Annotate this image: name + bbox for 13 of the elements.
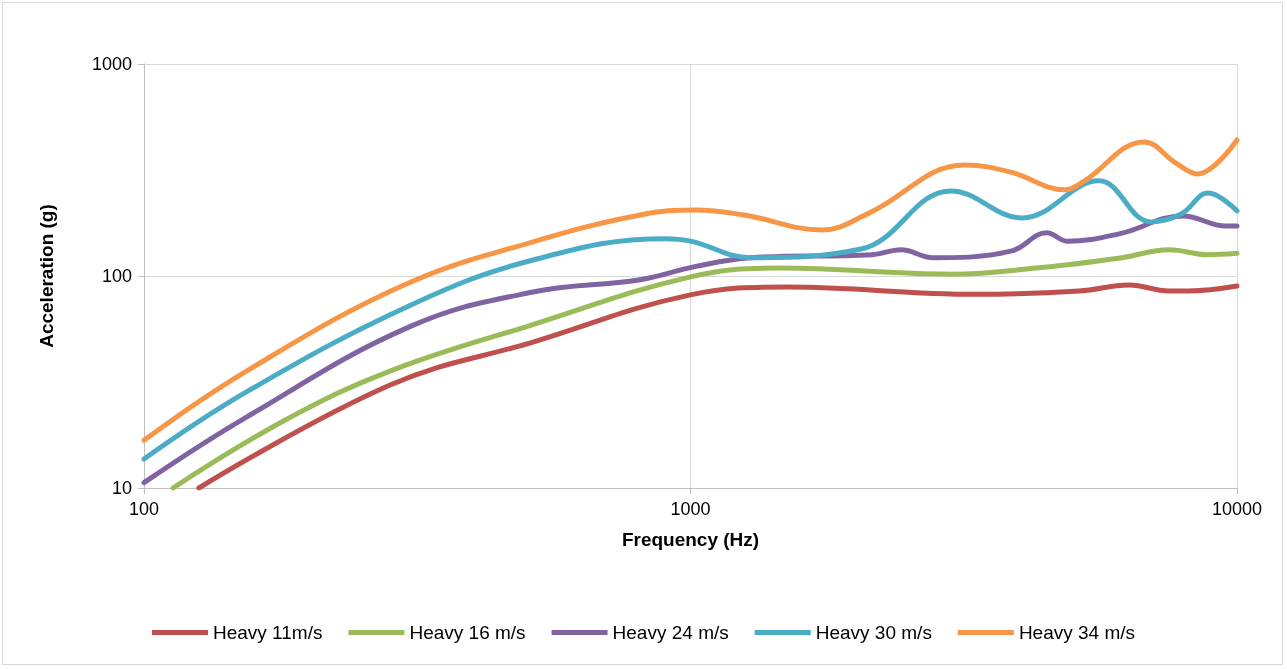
y-tick-label: 10 xyxy=(111,478,132,498)
legend-label: Heavy 16 m/s xyxy=(409,622,526,643)
x-tick-label: 10000 xyxy=(1211,499,1263,519)
y-tick-label: 1000 xyxy=(91,54,132,74)
legend-label: Heavy 24 m/s xyxy=(612,622,729,643)
x-tick-label: 1000 xyxy=(670,499,711,519)
y-tick-label: 100 xyxy=(101,266,132,286)
y-axis-title: Acceleration (g) xyxy=(36,204,57,348)
legend-label: Heavy 30 m/s xyxy=(815,622,932,643)
x-tick-label: 100 xyxy=(128,499,160,519)
legend-label: Heavy 34 m/s xyxy=(1018,622,1136,643)
x-axis-title: Frequency (Hz) xyxy=(621,529,760,550)
legend-label: Heavy 11m/s xyxy=(212,622,323,643)
